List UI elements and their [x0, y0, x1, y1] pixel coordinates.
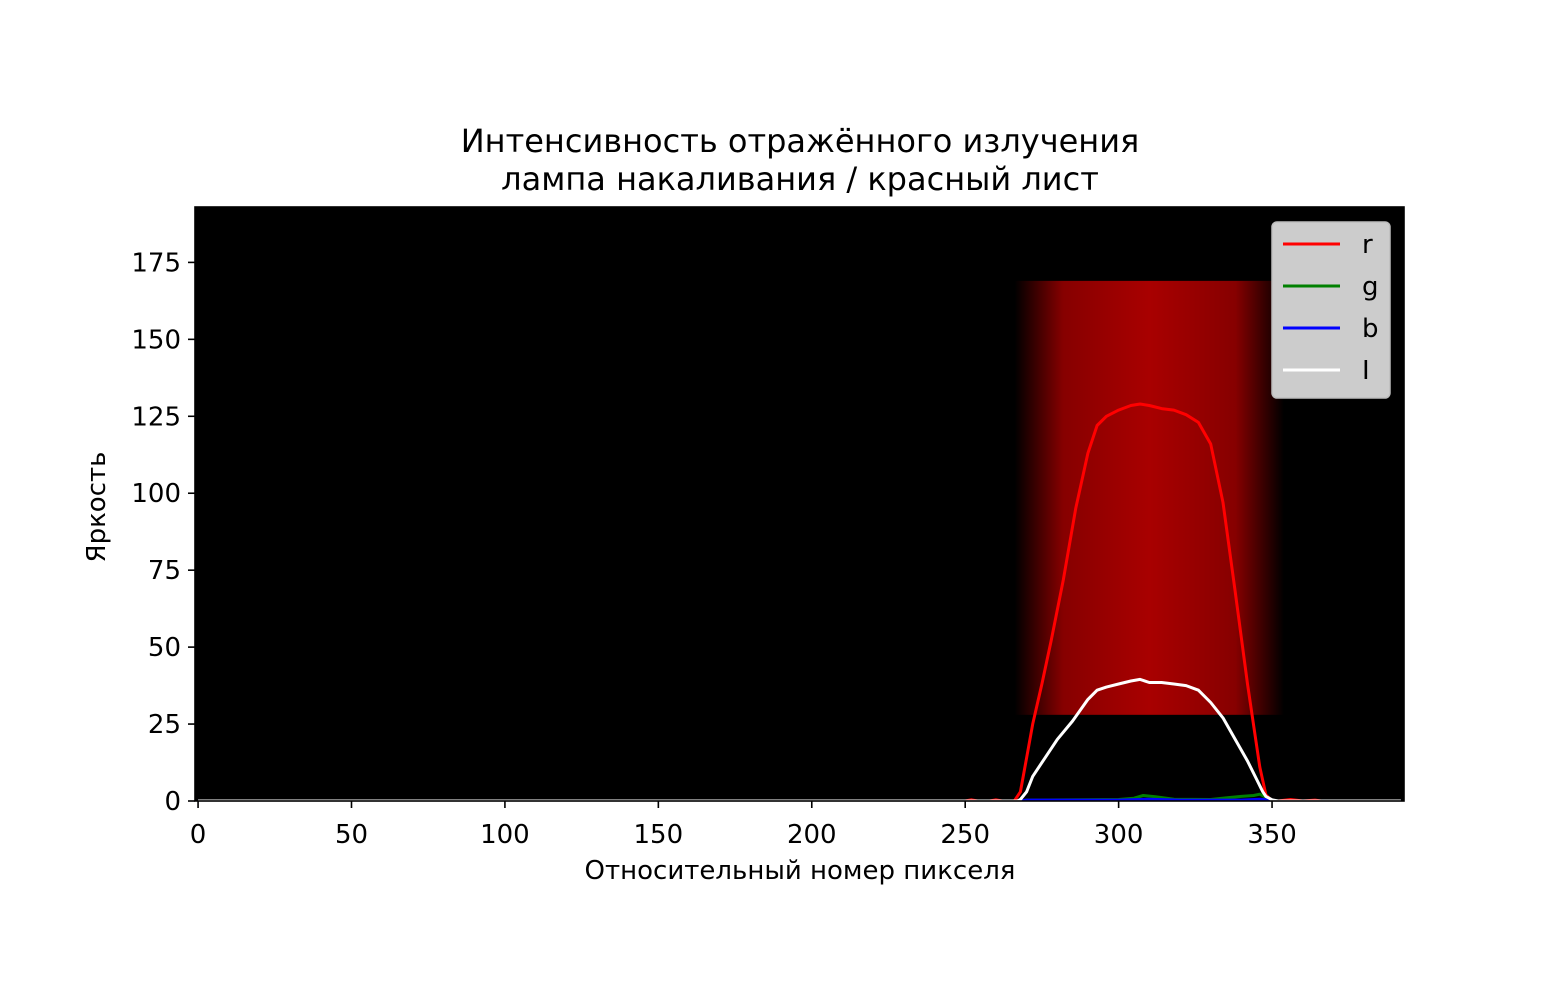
x-axis-label: Относительный номер пикселя	[584, 856, 1016, 886]
legend-label-I: I	[1362, 356, 1370, 386]
legend-box	[1271, 221, 1391, 399]
legend-label-r: r	[1362, 230, 1373, 260]
y-tick-label: 100	[131, 479, 181, 509]
x-tick-label: 200	[787, 820, 837, 850]
axes-frame	[194, 206, 1405, 802]
x-tick-label: 100	[480, 820, 530, 850]
chart-title-line-1: Интенсивность отражённого излучения	[460, 122, 1140, 160]
series-line-I	[198, 677, 1401, 801]
y-tick-label: 25	[148, 710, 181, 740]
x-tick-label: 300	[1094, 820, 1144, 850]
y-tick-label: 175	[131, 248, 181, 278]
y-axis-label: Яркость	[82, 451, 112, 563]
legend-label-b: b	[1362, 314, 1379, 344]
y-tick-label: 75	[148, 556, 181, 586]
y-tick-label: 50	[148, 633, 181, 663]
y-tick-label: 0	[164, 787, 181, 817]
y-tick-label: 125	[131, 402, 181, 432]
x-axis: 0 50 100 150 200 250 300 350	[190, 801, 1297, 850]
x-tick-label: 50	[335, 820, 368, 850]
chart-title-line-2: лампа накаливания / красный лист	[501, 160, 1099, 198]
x-tick-label: 250	[940, 820, 990, 850]
y-tick-label: 150	[131, 325, 181, 355]
plot-background	[195, 207, 1404, 801]
series-line-r	[198, 402, 1401, 801]
x-tick-label: 0	[190, 820, 207, 850]
legend-label-g: g	[1362, 272, 1379, 302]
plot-frame	[194, 206, 1405, 802]
x-tick-label: 150	[634, 820, 684, 850]
y-axis: 0 25 50 75 100 125 150 175	[131, 248, 195, 817]
background-red-band	[1014, 280, 1284, 715]
x-tick-label: 350	[1247, 820, 1297, 850]
